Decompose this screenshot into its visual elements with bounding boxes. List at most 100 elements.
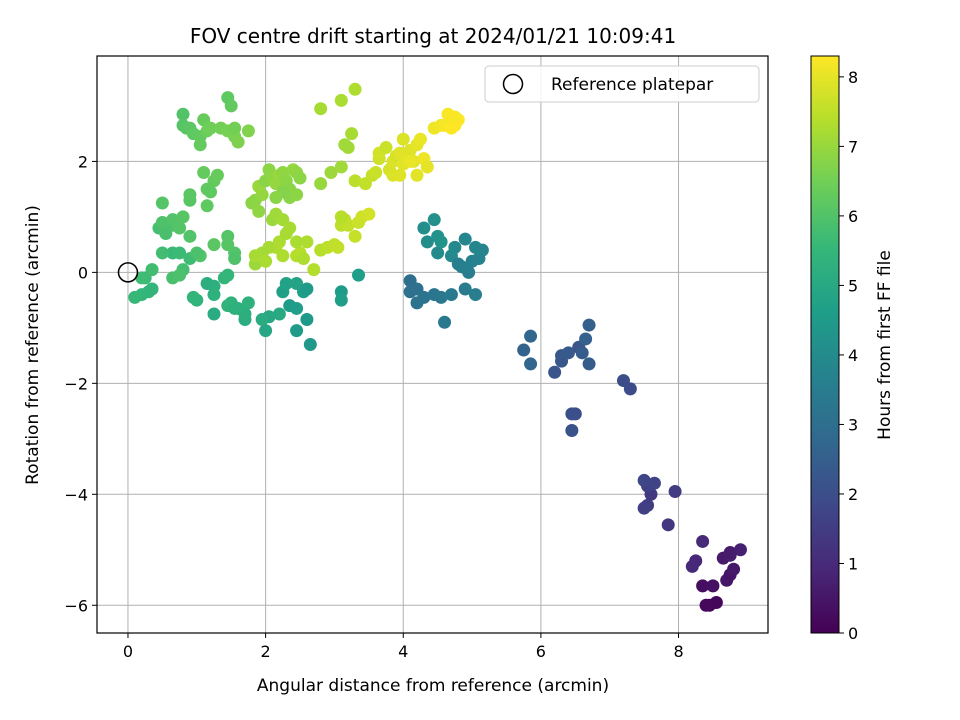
data-point xyxy=(207,288,220,301)
data-point xyxy=(269,191,282,204)
data-point xyxy=(190,246,203,259)
data-point xyxy=(349,83,362,96)
data-point xyxy=(417,221,430,234)
data-point xyxy=(242,296,255,309)
x-tick-label: 4 xyxy=(398,642,408,661)
data-point xyxy=(304,338,317,351)
data-point xyxy=(362,208,375,221)
data-point xyxy=(452,258,465,271)
data-point xyxy=(300,313,313,326)
data-point xyxy=(290,188,303,201)
data-point xyxy=(583,319,596,332)
data-point xyxy=(380,141,393,154)
data-point xyxy=(307,263,320,276)
data-point xyxy=(207,238,220,251)
data-point xyxy=(338,138,351,151)
chart-title: FOV centre drift starting at 2024/01/21 … xyxy=(190,24,676,48)
data-point xyxy=(177,108,190,121)
data-point xyxy=(662,518,675,531)
data-point xyxy=(173,269,186,282)
colorbar-tick-label: 0 xyxy=(848,624,858,643)
legend-label: Reference platepar xyxy=(551,75,713,95)
data-point xyxy=(411,169,424,182)
data-point xyxy=(259,255,272,268)
data-point xyxy=(252,205,265,218)
data-point xyxy=(414,133,427,146)
data-point xyxy=(369,166,382,179)
data-point xyxy=(517,344,530,357)
data-point xyxy=(352,269,365,282)
data-point xyxy=(228,122,241,135)
data-point xyxy=(228,302,241,315)
data-point xyxy=(421,160,434,173)
x-tick-label: 6 xyxy=(536,642,546,661)
data-point xyxy=(211,169,224,182)
data-point xyxy=(617,374,630,387)
data-point xyxy=(576,346,589,359)
data-point xyxy=(404,285,417,298)
y-tick-label: −4 xyxy=(64,485,88,504)
data-point xyxy=(431,246,444,259)
y-tick-label: 2 xyxy=(78,152,88,171)
data-point xyxy=(146,263,159,276)
data-point xyxy=(397,133,410,146)
data-point xyxy=(204,185,217,198)
data-point xyxy=(448,111,461,124)
data-point xyxy=(724,546,737,559)
data-point xyxy=(335,94,348,107)
data-point xyxy=(579,332,592,345)
data-point xyxy=(459,233,472,246)
x-axis-label: Angular distance from reference (arcmin) xyxy=(257,676,609,696)
data-point xyxy=(335,160,348,173)
data-point xyxy=(297,252,310,265)
data-point xyxy=(428,213,441,226)
colorbar-tick-label: 1 xyxy=(848,554,858,573)
y-axis-label: Rotation from reference (arcmin) xyxy=(23,205,43,485)
y-tick-label: −6 xyxy=(64,596,88,615)
data-point xyxy=(345,127,358,140)
data-point xyxy=(435,235,448,248)
data-point xyxy=(335,210,348,223)
data-point xyxy=(331,241,344,254)
colorbar-tick-label: 6 xyxy=(848,207,858,226)
y-tick-label: −2 xyxy=(64,374,88,393)
x-tick-label: 8 xyxy=(673,642,683,661)
data-point xyxy=(194,138,207,151)
x-tick-label: 2 xyxy=(261,642,271,661)
data-point xyxy=(349,230,362,243)
data-point xyxy=(225,99,238,112)
data-point xyxy=(173,221,186,234)
data-point xyxy=(706,579,719,592)
data-point xyxy=(156,246,169,259)
data-point xyxy=(469,288,482,301)
data-point xyxy=(228,252,241,265)
data-point xyxy=(638,474,651,487)
data-point xyxy=(300,283,313,296)
data-point xyxy=(583,357,596,370)
data-point xyxy=(259,324,272,337)
colorbar-tick-label: 4 xyxy=(848,346,858,365)
data-point xyxy=(197,166,210,179)
data-point xyxy=(273,307,286,320)
data-point xyxy=(183,188,196,201)
data-point xyxy=(445,288,458,301)
data-point xyxy=(201,199,214,212)
data-point xyxy=(314,102,327,115)
data-point xyxy=(177,210,190,223)
data-point xyxy=(686,560,699,573)
data-point xyxy=(314,177,327,190)
data-point xyxy=(565,424,578,437)
data-point xyxy=(290,302,303,315)
data-point xyxy=(727,563,740,576)
legend: Reference platepar xyxy=(485,66,759,102)
data-point xyxy=(438,316,451,329)
data-point xyxy=(232,135,245,148)
data-point xyxy=(294,172,307,185)
colorbar-tick-label: 5 xyxy=(848,276,858,295)
colorbar-gradient xyxy=(811,56,839,633)
colorbar-tick-label: 8 xyxy=(848,68,858,87)
data-point xyxy=(128,291,141,304)
data-point xyxy=(565,407,578,420)
colorbar-label: Hours from first FF file xyxy=(875,250,895,440)
